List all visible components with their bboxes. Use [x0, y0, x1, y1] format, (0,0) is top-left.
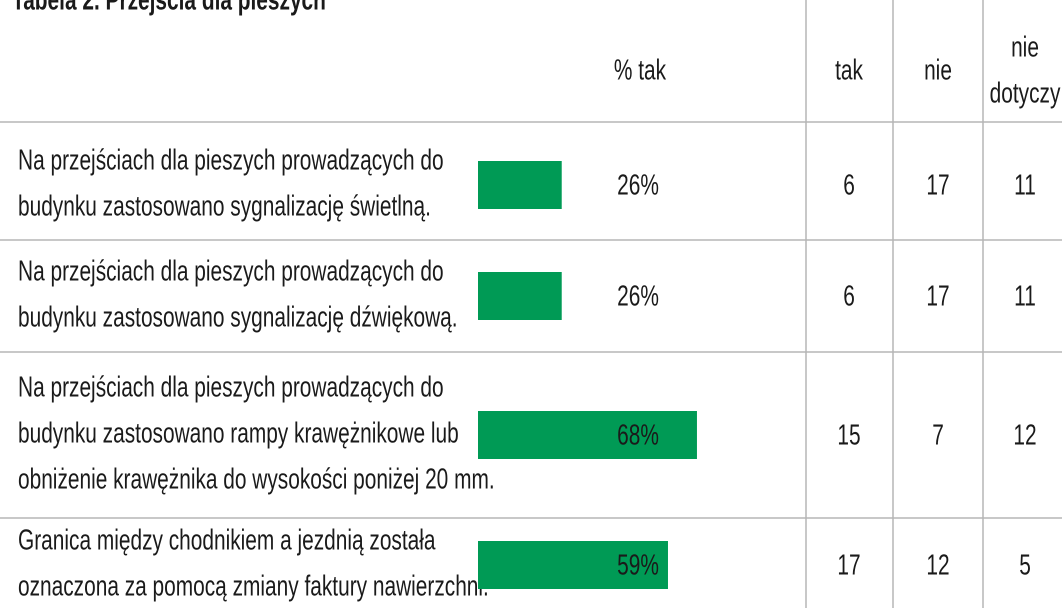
header-cell: nie [1011, 31, 1039, 63]
cell: 6 [843, 169, 855, 201]
cell: 11 [1014, 280, 1036, 312]
row-label: Na przejściach dla pieszych prowadzących… [18, 255, 444, 287]
percent-label: 59% [617, 549, 659, 581]
cell: 15 [837, 419, 860, 451]
header-cell: tak [835, 54, 863, 86]
percent-bar [478, 411, 697, 459]
percent-label: 26% [617, 280, 659, 312]
cell: 5 [1019, 549, 1031, 581]
percent-label: 26% [617, 169, 659, 201]
table-title: Tabela 2. Przejścia dla pieszych [12, 0, 326, 17]
header-cell: nie [924, 54, 952, 86]
row-label: oznaczona za pomocą zmiany faktury nawie… [18, 570, 489, 602]
row-label: Na przejściach dla pieszych prowadzących… [18, 144, 444, 176]
cell: 12 [1013, 419, 1036, 451]
percent-bar [478, 541, 668, 589]
percent-bar [478, 272, 562, 320]
percent-label: 68% [617, 419, 659, 451]
row-label: budynku zastosowano sygnalizację dźwięko… [18, 301, 458, 333]
row-label: obniżenie krawężnika do wysokości poniże… [18, 463, 495, 495]
cell: 11 [1014, 169, 1036, 201]
header-cell: dotyczy [990, 77, 1061, 109]
row-label: budynku zastosowano sygnalizację świetln… [18, 190, 431, 222]
cell: 6 [843, 280, 855, 312]
header-cell: % tak [614, 54, 666, 86]
cell: 17 [926, 280, 949, 312]
cell: 17 [837, 549, 860, 581]
percent-bar [478, 161, 562, 209]
cell: 7 [932, 419, 944, 451]
cell: 17 [926, 169, 949, 201]
row-label: Na przejściach dla pieszych prowadzących… [18, 371, 444, 403]
row-label: budynku zastosowano rampy krawężnikowe l… [18, 417, 459, 449]
cell: 12 [926, 549, 949, 581]
row-label: Granica między chodnikiem a jezdnią zost… [18, 524, 436, 556]
